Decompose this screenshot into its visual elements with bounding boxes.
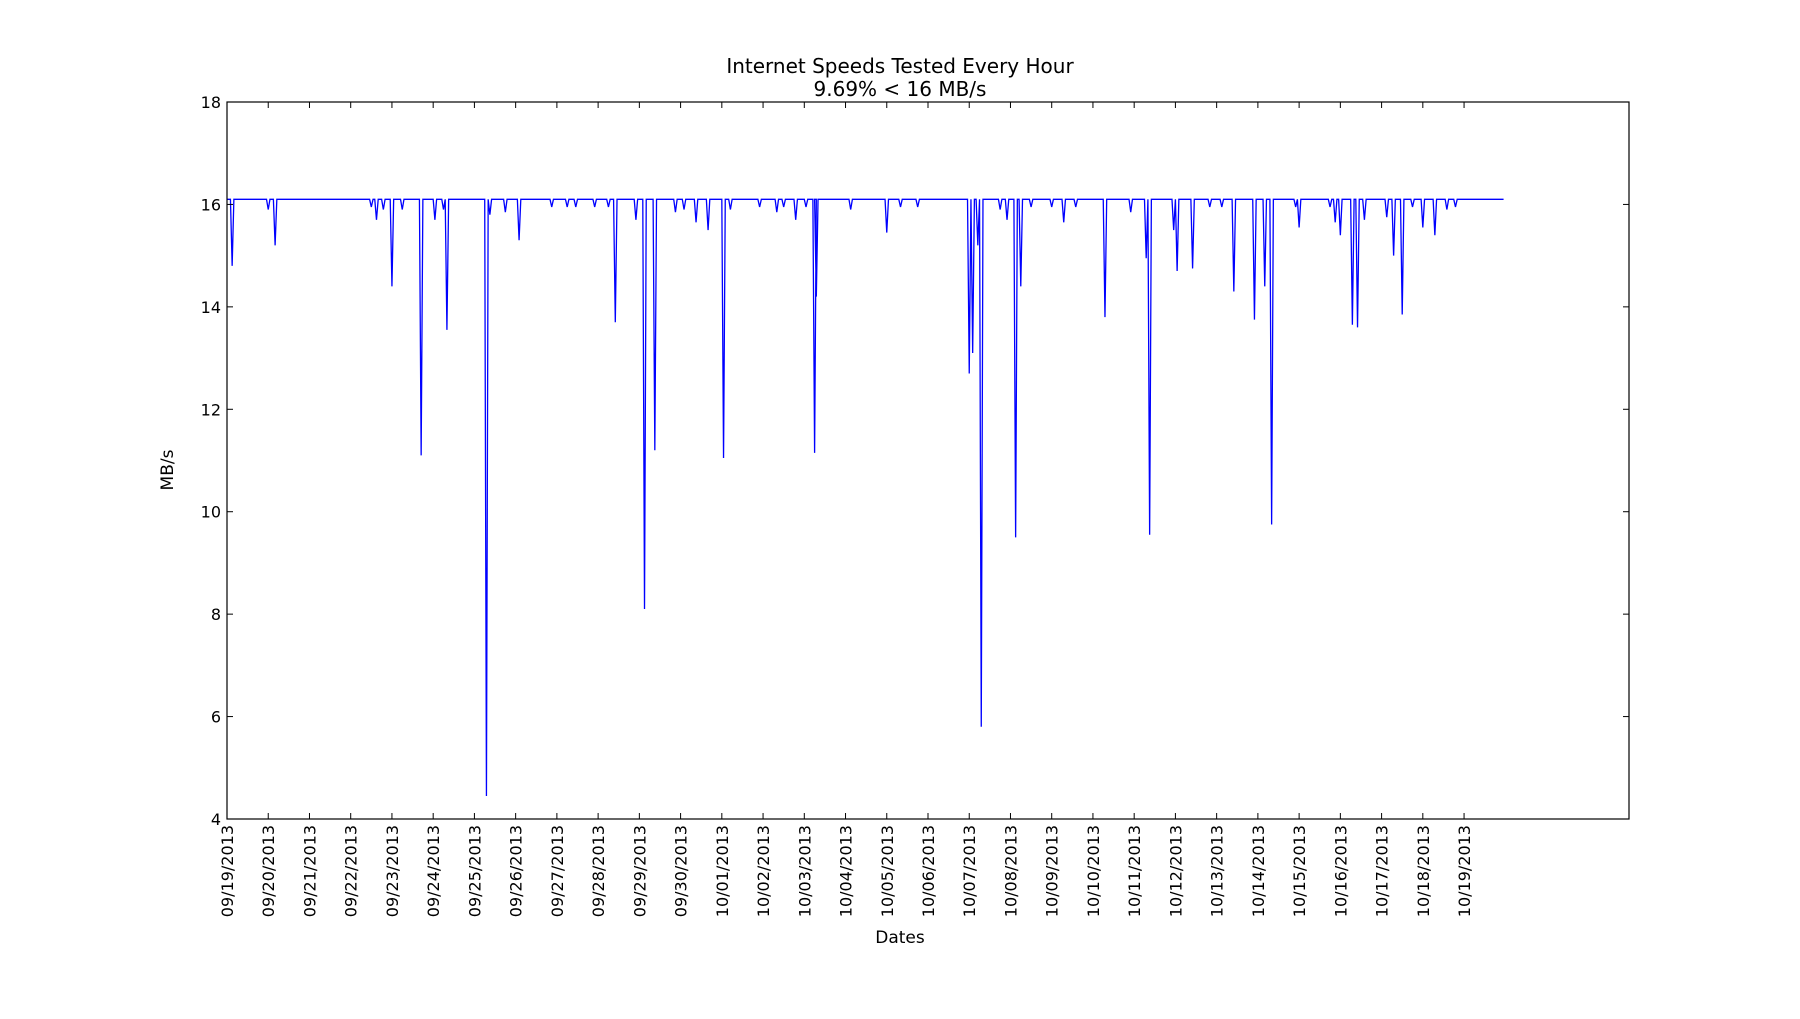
x-tick-label: 10/15/2013: [1290, 825, 1309, 917]
chart-title: Internet Speeds Tested Every Hour: [726, 54, 1074, 78]
x-tick-label: 09/27/2013: [548, 825, 567, 917]
x-axis-label: Dates: [875, 928, 925, 948]
x-tick-label: 09/24/2013: [424, 825, 443, 917]
y-tick-label: 6: [211, 708, 221, 727]
x-tick-label: 10/08/2013: [1001, 825, 1020, 917]
x-tick-label: 10/06/2013: [919, 825, 938, 917]
x-tick-label: 09/30/2013: [672, 825, 691, 917]
x-tick-label: 10/09/2013: [1043, 825, 1062, 917]
x-tick-label: 09/19/2013: [218, 825, 237, 917]
x-tick-label: 10/14/2013: [1249, 825, 1268, 917]
chart-subtitle: 9.69% < 16 MB/s: [813, 77, 987, 101]
y-tick-label: 18: [201, 93, 221, 112]
series-line: [227, 198, 1504, 796]
x-tick-label: 09/22/2013: [342, 825, 361, 917]
x-tick-label: 09/23/2013: [383, 825, 402, 917]
x-tick-label: 10/01/2013: [713, 825, 732, 917]
x-tick-label: 10/19/2013: [1455, 825, 1474, 917]
x-tick-label: 10/10/2013: [1084, 825, 1103, 917]
x-tick-label: 10/16/2013: [1331, 825, 1350, 917]
x-tick-label: 10/17/2013: [1373, 825, 1392, 917]
y-tick-label: 8: [211, 605, 221, 624]
y-tick-label: 4: [211, 810, 221, 829]
y-tick-label: 10: [201, 503, 221, 522]
x-tick-label: 10/02/2013: [754, 825, 773, 917]
axes-frame: [226, 101, 1630, 820]
y-axis-label: MB/s: [158, 449, 178, 491]
x-tick-label: 10/03/2013: [795, 825, 814, 917]
x-tick-label: 10/07/2013: [960, 825, 979, 917]
x-tick-label: 09/26/2013: [507, 825, 526, 917]
x-tick-label: 10/05/2013: [878, 825, 897, 917]
x-tick-label: 09/29/2013: [630, 825, 649, 917]
x-tick-label: 10/04/2013: [837, 825, 856, 917]
x-tick-label: 09/20/2013: [259, 825, 278, 917]
y-tick-label: 14: [201, 298, 221, 317]
x-tick-label: 09/21/2013: [300, 825, 319, 917]
x-tick-label: 09/28/2013: [589, 825, 608, 917]
y-tick-label: 12: [201, 400, 221, 419]
x-tick-label: 10/13/2013: [1208, 825, 1227, 917]
x-tick-label: 09/25/2013: [465, 825, 484, 917]
x-tick-label: 10/11/2013: [1125, 825, 1144, 917]
x-tick-label: 10/18/2013: [1414, 825, 1433, 917]
y-tick-label: 16: [201, 195, 221, 214]
x-tick-label: 10/12/2013: [1166, 825, 1185, 917]
